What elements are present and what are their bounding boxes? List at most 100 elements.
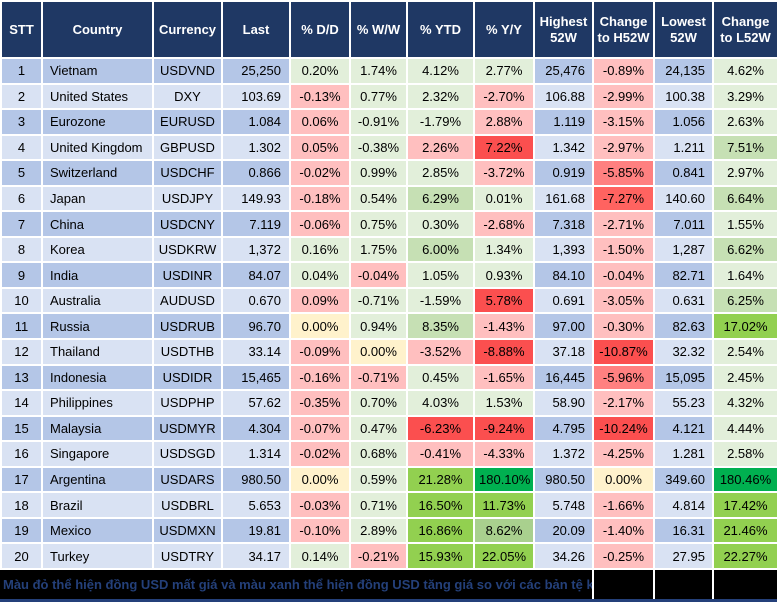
table-cell-w-w: 0.54%	[349, 184, 408, 213]
table-cell-y-y: -4.33%	[473, 440, 535, 468]
table-row: 4 United Kingdom GBPUSD 1.302 0.05% -0.38% 2.2…	[0, 133, 777, 162]
table-cell-last: 1.084	[221, 108, 291, 136]
table-cell-w-w: 1.75%	[349, 235, 408, 264]
table-cell-lowest-52w: 27.95	[653, 542, 714, 570]
table-cell-stt: 16	[0, 440, 43, 468]
table-row: 18 Brazil USDBRL 5.653 -0.03% 0.71% 16.50% 11.7…	[0, 491, 777, 519]
table-cell-lowest-52w: 1.281	[653, 440, 714, 468]
table-cell-country: Philippines	[41, 389, 154, 417]
table-cell-stt: 1	[0, 57, 43, 85]
table-cell-d-d: 0.16%	[289, 235, 351, 264]
footer-empty-cell	[712, 570, 777, 599]
table-cell-d-d: 0.06%	[289, 108, 351, 136]
table-cell-last: 0.866	[221, 159, 291, 187]
table-cell-w-w: -0.04%	[349, 261, 408, 289]
table-cell-highest-52w: 16,445	[533, 363, 594, 392]
table-cell-change-to-l52w: 21.46%	[712, 516, 777, 545]
header-cell-y-y: % Y/Y	[473, 0, 535, 59]
table-cell-d-d: -0.02%	[289, 159, 351, 187]
table-cell-highest-52w: 20.09	[533, 516, 594, 545]
table-cell-last: 57.62	[221, 389, 291, 417]
table-cell-change-to-l52w: 4.44%	[712, 414, 777, 443]
table-cell-lowest-52w: 7.011	[653, 210, 714, 238]
table-cell-y-y: 0.01%	[473, 184, 535, 213]
table-cell-currency: USDBRL	[152, 491, 223, 519]
table-cell-country: Japan	[41, 184, 154, 213]
table-cell-currency: USDJPY	[152, 184, 223, 213]
table-cell-last: 0.670	[221, 286, 291, 315]
table-cell-highest-52w: 97.00	[533, 312, 594, 340]
table-cell-w-w: 0.75%	[349, 210, 408, 238]
header-cell-lowest-52w: Lowest 52W	[653, 0, 714, 59]
table-cell-highest-52w: 0.691	[533, 286, 594, 315]
table-cell-change-to-h52w: -10.87%	[592, 338, 655, 366]
footer-empty-cell	[653, 570, 712, 599]
table-cell-last: 103.69	[221, 82, 291, 111]
table-cell-d-d: 0.20%	[289, 57, 351, 85]
table-cell-currency: AUDUSD	[152, 286, 223, 315]
table-cell-last: 980.50	[221, 465, 291, 494]
table-cell-highest-52w: 5.748	[533, 491, 594, 519]
table-cell-ytd: -1.79%	[406, 108, 475, 136]
table-cell-change-to-h52w: -5.85%	[592, 159, 655, 187]
table-cell-d-d: 0.04%	[289, 261, 351, 289]
table-cell-change-to-h52w: -1.50%	[592, 235, 655, 264]
table-cell-d-d: -0.02%	[289, 440, 351, 468]
table-cell-w-w: -0.71%	[349, 286, 408, 315]
table-row: 3 Eurozone EURUSD 1.084 0.06% -0.91% -1.79% 2.8…	[0, 108, 777, 136]
table-cell-d-d: 0.00%	[289, 312, 351, 340]
table-cell-last: 34.17	[221, 542, 291, 570]
table-cell-lowest-52w: 349.60	[653, 465, 714, 494]
table-cell-stt: 2	[0, 82, 43, 111]
table-row: 19 Mexico USDMXN 19.81 -0.10% 2.89% 16.86% 8.62…	[0, 516, 777, 545]
table-cell-ytd: 2.85%	[406, 159, 475, 187]
table-row: 16 Singapore USDSGD 1.314 -0.02% 0.68% -0.41% -…	[0, 440, 777, 468]
table-cell-w-w: -0.71%	[349, 363, 408, 392]
fx-rates-table: STT Country Currency Last% D/D% W/W% YTD% Y…	[0, 0, 777, 570]
table-cell-change-to-h52w: -7.27%	[592, 184, 655, 213]
table-cell-country: United States	[41, 82, 154, 111]
table-cell-lowest-52w: 24,135	[653, 57, 714, 85]
table-row: 6 Japan USDJPY 149.93 -0.18% 0.54% 6.29% 0.01% 1…	[0, 184, 777, 213]
table-cell-change-to-h52w: -3.15%	[592, 108, 655, 136]
table-cell-lowest-52w: 15,095	[653, 363, 714, 392]
table-cell-currency: USDIDR	[152, 363, 223, 392]
table-cell-country: Thailand	[41, 338, 154, 366]
header-row: STT Country Currency Last% D/D% W/W% YTD% Y…	[0, 0, 777, 59]
table-cell-w-w: 1.74%	[349, 57, 408, 85]
table-cell-currency: USDKRW	[152, 235, 223, 264]
header-cell-d-d: % D/D	[289, 0, 351, 59]
table-header: STT Country Currency Last% D/D% W/W% YTD% Y…	[0, 0, 777, 59]
table-cell-change-to-l52w: 6.62%	[712, 235, 777, 264]
table-cell-ytd: 0.45%	[406, 363, 475, 392]
table-cell-d-d: 0.00%	[289, 465, 351, 494]
table-cell-y-y: 1.34%	[473, 235, 535, 264]
table-row: 7 China USDCNY 7.119 -0.06% 0.75% 0.30% -2.68% 7…	[0, 210, 777, 238]
table-cell-change-to-l52w: 22.27%	[712, 542, 777, 570]
table-cell-highest-52w: 84.10	[533, 261, 594, 289]
table-cell-lowest-52w: 82.71	[653, 261, 714, 289]
table-cell-highest-52w: 37.18	[533, 338, 594, 366]
table-cell-change-to-h52w: -2.17%	[592, 389, 655, 417]
table-cell-ytd: -0.41%	[406, 440, 475, 468]
table-cell-change-to-h52w: 0.00%	[592, 465, 655, 494]
table-cell-currency: USDTRY	[152, 542, 223, 570]
table-cell-lowest-52w: 16.31	[653, 516, 714, 545]
table-cell-country: Switzerland	[41, 159, 154, 187]
table-cell-currency: USDVND	[152, 57, 223, 85]
table-cell-country: Indonesia	[41, 363, 154, 392]
table-cell-last: 84.07	[221, 261, 291, 289]
table-cell-w-w: 0.59%	[349, 465, 408, 494]
table-cell-country: Singapore	[41, 440, 154, 468]
table-cell-stt: 20	[0, 542, 43, 570]
table-cell-country: Argentina	[41, 465, 154, 494]
table-body: 1 Vietnam USDVND 25,250 0.20% 1.74% 4.12% 2.77%…	[0, 57, 777, 570]
table-cell-d-d: -0.07%	[289, 414, 351, 443]
table-cell-w-w: 0.47%	[349, 414, 408, 443]
table-cell-stt: 7	[0, 210, 43, 238]
table-cell-y-y: -2.68%	[473, 210, 535, 238]
table-cell-d-d: 0.09%	[289, 286, 351, 315]
table-cell-last: 1,372	[221, 235, 291, 264]
table-cell-d-d: -0.16%	[289, 363, 351, 392]
table-cell-change-to-l52w: 1.55%	[712, 210, 777, 238]
